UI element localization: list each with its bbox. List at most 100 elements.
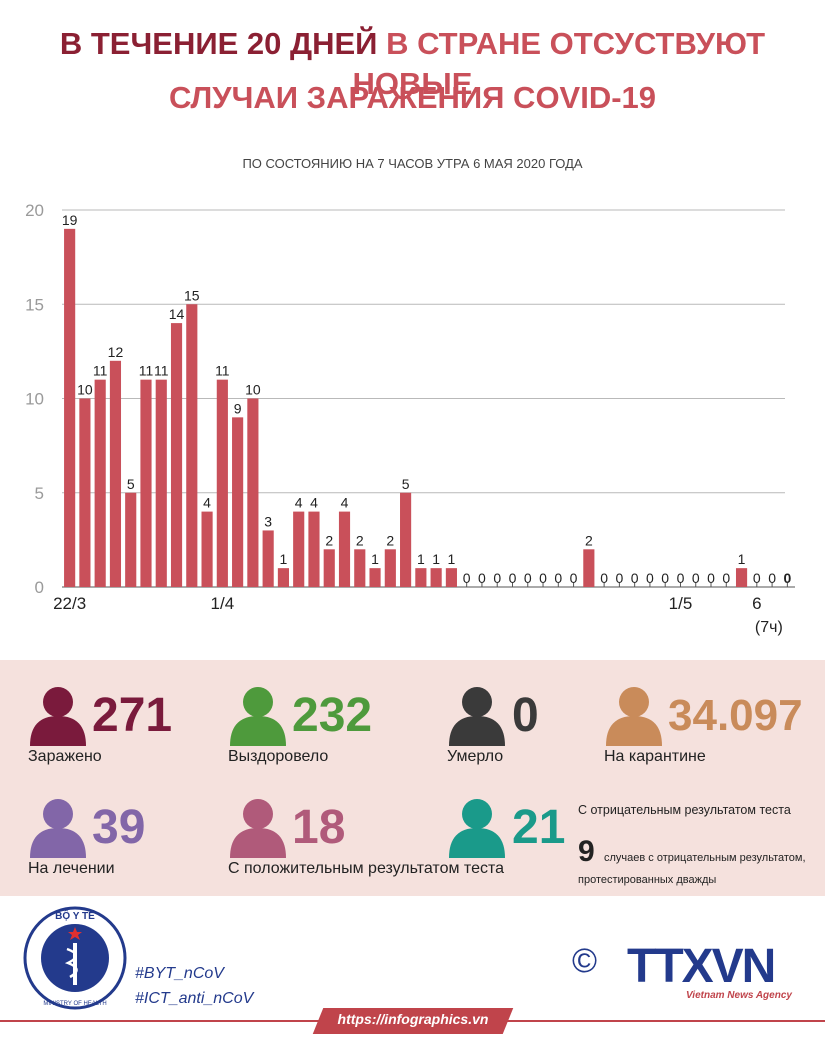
data-label: 5 xyxy=(402,476,410,492)
data-label: 0 xyxy=(707,570,715,586)
stat-quarantine-value: 34.097 xyxy=(668,691,803,740)
stat-recovered-label: Выздоровело xyxy=(228,748,329,765)
data-label: 0 xyxy=(661,570,669,586)
logo-text-top: BỘ Y TẾ xyxy=(55,909,95,922)
data-label: 1 xyxy=(432,551,440,567)
y-tick-label: 0 xyxy=(35,578,44,597)
data-label: 0 xyxy=(768,570,776,586)
data-label: 0 xyxy=(677,570,685,586)
bar xyxy=(170,323,183,587)
data-label: 14 xyxy=(169,306,185,322)
stat-positive-label: С положительным результатом теста xyxy=(228,860,505,877)
agency-name: Vietnam News Agency xyxy=(686,990,792,1001)
data-label: 2 xyxy=(585,532,593,548)
stat-deaths-value: 0 xyxy=(512,689,539,742)
bar xyxy=(140,379,152,587)
data-label: 0 xyxy=(753,570,761,586)
stat-treatment-label: На лечении xyxy=(28,860,115,877)
bar xyxy=(354,549,366,587)
data-label: 2 xyxy=(325,532,333,548)
data-label: 11 xyxy=(93,363,108,379)
bar xyxy=(277,568,290,587)
data-label: 0 xyxy=(478,570,486,586)
data-label: 1 xyxy=(417,551,425,567)
data-label: 0 xyxy=(524,570,532,586)
x-tick-label: 1/4 xyxy=(211,594,235,613)
copyright-icon: © xyxy=(572,942,598,980)
ttxvn-logo: TTXVN xyxy=(627,940,776,993)
data-label: 11 xyxy=(154,363,169,379)
stat-recovered-value: 232 xyxy=(292,689,373,742)
person-icon-treatment xyxy=(30,799,86,858)
bar xyxy=(369,568,381,587)
ministry-of-health-logo: BỘ Y TẾ MINISTRY OF HEALTH xyxy=(23,906,127,1010)
data-label: 15 xyxy=(184,287,200,303)
hashtag-ict[interactable]: #ICT_anti_nCoV xyxy=(135,990,254,1007)
stat-twice-negative-value: 9 xyxy=(578,835,595,868)
data-label: 12 xyxy=(108,344,124,360)
x-tick-label: 6 xyxy=(752,594,761,613)
hashtag-byt[interactable]: #BYT_nCoV xyxy=(135,965,224,982)
data-label: 0 xyxy=(600,570,608,586)
data-label: 0 xyxy=(615,570,623,586)
data-label: 0 xyxy=(692,570,700,586)
bar xyxy=(445,568,457,587)
logo-text-bottom: MINISTRY OF HEALTH xyxy=(43,1001,106,1007)
data-label: 0 xyxy=(509,570,517,586)
data-label: 4 xyxy=(341,495,349,511)
data-label: 2 xyxy=(386,532,394,548)
data-label: 0 xyxy=(631,570,639,586)
bar xyxy=(384,549,396,587)
page-title-line2: СЛУЧАИ ЗАРАЖЕНИЯ COVID-19 xyxy=(168,80,657,115)
stats-panel xyxy=(0,660,825,896)
data-label: 0 xyxy=(539,570,547,586)
x-tick-label: 1/5 xyxy=(669,594,693,613)
website-link[interactable]: https://infographics.vn xyxy=(337,1011,489,1027)
subtitle: ПО СОСТОЯНИЮ НА 7 ЧАСОВ УТРА 6 МАЯ 2020 … xyxy=(242,156,583,171)
title-part2: В СТРАНЕ ОТСУСТВУЮТ НОВЫЕ xyxy=(352,26,766,101)
data-label: 9 xyxy=(234,400,242,416)
data-label: 0 xyxy=(463,570,471,586)
bar xyxy=(323,549,335,587)
bar xyxy=(216,379,228,587)
data-label: 3 xyxy=(264,513,272,529)
data-label: 10 xyxy=(77,382,93,398)
person-icon-infected xyxy=(30,687,86,746)
page-title-line1: В ТЕЧЕНИЕ 20 ДНЕЙ В СТРАНЕ ОТСУСТВУЮТ НО… xyxy=(0,24,825,104)
bar xyxy=(415,568,427,587)
data-label: 0 xyxy=(646,570,654,586)
stat-infected-label: Заражено xyxy=(28,748,102,765)
stat-negative-value: 21 xyxy=(512,801,566,854)
data-label: 0 xyxy=(554,570,562,586)
stat-twice-negative-text2: протестированных дважды xyxy=(578,874,717,886)
bar xyxy=(583,549,595,587)
data-label: 19 xyxy=(62,212,78,228)
data-label: 1 xyxy=(738,551,746,567)
y-tick-label: 5 xyxy=(35,484,44,503)
person-icon-deaths xyxy=(449,687,505,746)
data-label: 0 xyxy=(722,570,730,586)
data-label: 2 xyxy=(356,532,364,548)
data-label: 4 xyxy=(203,495,211,511)
y-tick-label: 20 xyxy=(25,201,44,220)
data-label: 5 xyxy=(127,476,135,492)
stat-quarantine-label: На карантине xyxy=(604,748,706,765)
x-tick-note: (7ч) xyxy=(755,619,783,636)
bar xyxy=(125,492,137,587)
data-label: 1 xyxy=(371,551,379,567)
bar xyxy=(79,398,91,587)
bar xyxy=(94,379,106,587)
person-icon-negative xyxy=(449,799,505,858)
x-tick-label: 22/3 xyxy=(53,594,86,613)
bar xyxy=(262,530,274,587)
bar xyxy=(247,398,259,587)
bar xyxy=(308,511,320,587)
bar xyxy=(186,304,198,587)
data-label: 0 xyxy=(570,570,578,586)
data-label: 11 xyxy=(215,363,230,379)
stat-twice-negative-text: случаев с отрицательным результатом, xyxy=(604,852,806,864)
bar xyxy=(201,511,213,587)
data-label: 0 xyxy=(493,570,501,586)
title-part1: В ТЕЧЕНИЕ 20 ДНЕЙ xyxy=(59,26,378,61)
